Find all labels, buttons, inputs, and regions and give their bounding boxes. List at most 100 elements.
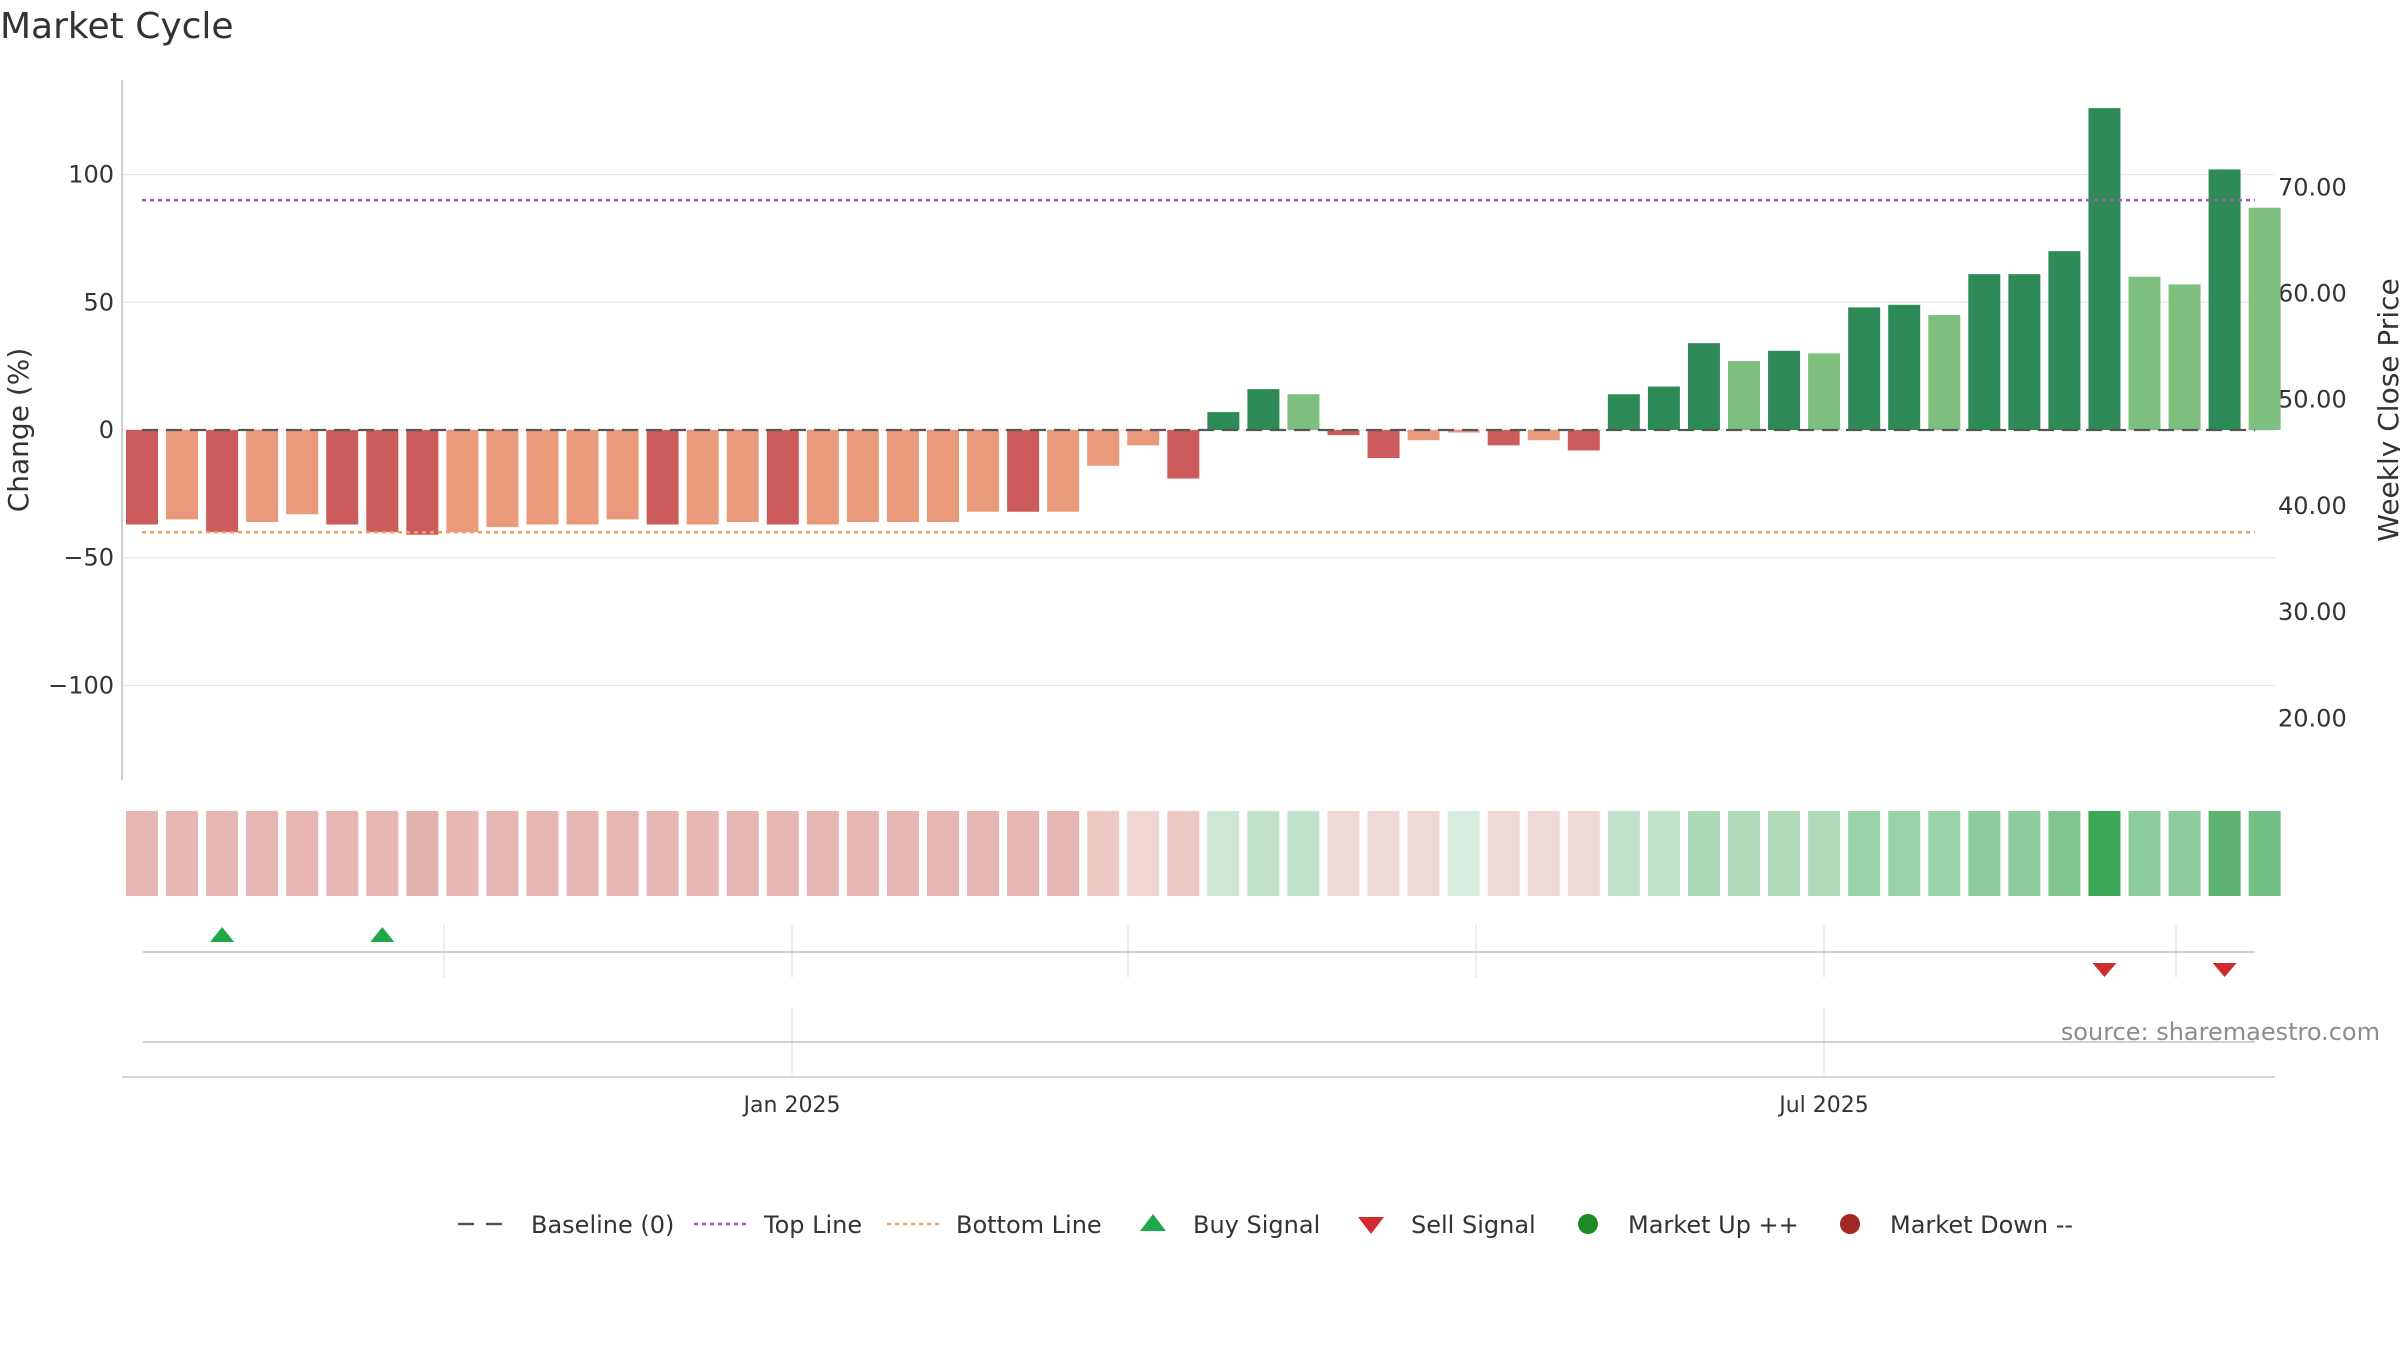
bar: [1687, 343, 1720, 430]
heatmap-cell: [846, 811, 879, 896]
heatmap-cell: [1968, 811, 2001, 896]
bar: [166, 430, 199, 520]
heatmap-cell: [1808, 811, 1841, 896]
heatmap-cell: [366, 811, 399, 896]
y-right-tick-label: 40.00: [2278, 492, 2347, 520]
y-left-axis-label: Change (%): [2, 348, 35, 513]
heatmap-cell: [1848, 811, 1881, 896]
heatmap-cell: [1007, 811, 1040, 896]
bar: [246, 430, 279, 522]
bar: [1287, 394, 1320, 430]
bar: [606, 430, 639, 520]
heatmap-cell: [166, 811, 199, 896]
buy-signal-marker: [370, 927, 395, 942]
bar: [366, 430, 399, 533]
heatmap-cell: [446, 811, 479, 896]
bar: [2008, 274, 2041, 430]
heatmap-cell: [886, 811, 919, 896]
heatmap-cell: [1447, 811, 1480, 896]
heatmap-cell: [1647, 811, 1680, 896]
bar: [1928, 315, 1961, 430]
heatmap-cell: [806, 811, 839, 896]
bar: [886, 430, 919, 522]
y-right-tick-label: 30.00: [2278, 598, 2347, 626]
source-label: source: sharemaestro.com: [2061, 1018, 2380, 1046]
sell-signal-marker: [2092, 963, 2117, 977]
legend-label: Market Up ++: [1628, 1211, 1799, 1239]
y-left-tick-label: 0: [99, 416, 114, 444]
heatmap-cell: [1047, 811, 1080, 896]
y-right-axis-label: Weekly Close Price: [2372, 278, 2400, 541]
bar: [1808, 353, 1841, 430]
heatmap-cell: [246, 811, 279, 896]
heatmap-cell: [1087, 811, 1120, 896]
bar: [1007, 430, 1040, 512]
bar: [1968, 274, 2001, 430]
bar: [1888, 304, 1921, 430]
bar: [1207, 412, 1240, 430]
heatmap-cell: [1928, 811, 1961, 896]
heatmap-cell: [766, 811, 799, 896]
bar: [526, 430, 559, 525]
bar: [846, 430, 879, 522]
heatmap-cell: [526, 811, 559, 896]
heatmap-cell: [1407, 811, 1440, 896]
heatmap-cell: [1367, 811, 1400, 896]
heatmap-cell: [1487, 811, 1520, 896]
legend-label: Bottom Line: [956, 1211, 1102, 1239]
bar: [2128, 276, 2161, 430]
bar: [326, 430, 359, 525]
heatmap-cell: [1728, 811, 1760, 896]
heatmap-cell: [1327, 811, 1360, 896]
bar: [406, 430, 439, 535]
bar: [1167, 430, 1200, 479]
bar: [1768, 350, 1801, 430]
bar: [1127, 430, 1160, 446]
bar: [927, 430, 959, 522]
heatmap-cell: [326, 811, 359, 896]
y-left-tick-label: 50: [83, 288, 114, 316]
heatmap-cell: [1567, 811, 1600, 896]
heatmap-cell: [2208, 811, 2241, 896]
bar: [646, 430, 679, 525]
bar: [2248, 207, 2281, 430]
bar: [766, 430, 799, 525]
legend-label: Market Down --: [1890, 1211, 2073, 1239]
heatmap-cell: [1687, 811, 1720, 896]
bar: [2208, 169, 2241, 430]
bar: [1327, 430, 1360, 436]
x-tick-label: Jul 2025: [1777, 1093, 1869, 1118]
heatmap-cell: [2248, 811, 2281, 896]
bar: [1607, 394, 1640, 430]
bar: [286, 430, 319, 515]
heatmap-cell: [686, 811, 719, 896]
legend-market-up-swatch: [1578, 1214, 1598, 1234]
x-tick-label: Jan 2025: [742, 1093, 841, 1118]
legend-label: Top Line: [763, 1211, 862, 1239]
heatmap-cell: [286, 811, 319, 896]
heatmap-cell: [2088, 811, 2121, 896]
heatmap-cell: [646, 811, 679, 896]
y-left-tick-label: −50: [63, 544, 114, 572]
heatmap-cell: [1607, 811, 1640, 896]
bar: [967, 430, 1000, 512]
bar: [686, 430, 719, 525]
y-right-tick-label: 60.00: [2278, 280, 2347, 308]
bar: [486, 430, 519, 528]
bar: [1047, 430, 1080, 512]
legend-label: Baseline (0): [531, 1211, 674, 1239]
y-right-tick-label: 50.00: [2278, 386, 2347, 414]
legend-label: Sell Signal: [1411, 1211, 1536, 1239]
legend-buy-signal-swatch: [1140, 1214, 1166, 1231]
heatmap-cell: [2168, 811, 2201, 896]
bar: [726, 430, 759, 522]
bar: [1647, 386, 1680, 430]
heatmap-cell: [126, 811, 158, 896]
heatmap-cell: [566, 811, 599, 896]
bar: [1487, 430, 1520, 446]
y-right-tick-label: 20.00: [2278, 704, 2347, 732]
bar: [1407, 430, 1440, 441]
bar: [1247, 389, 1280, 430]
